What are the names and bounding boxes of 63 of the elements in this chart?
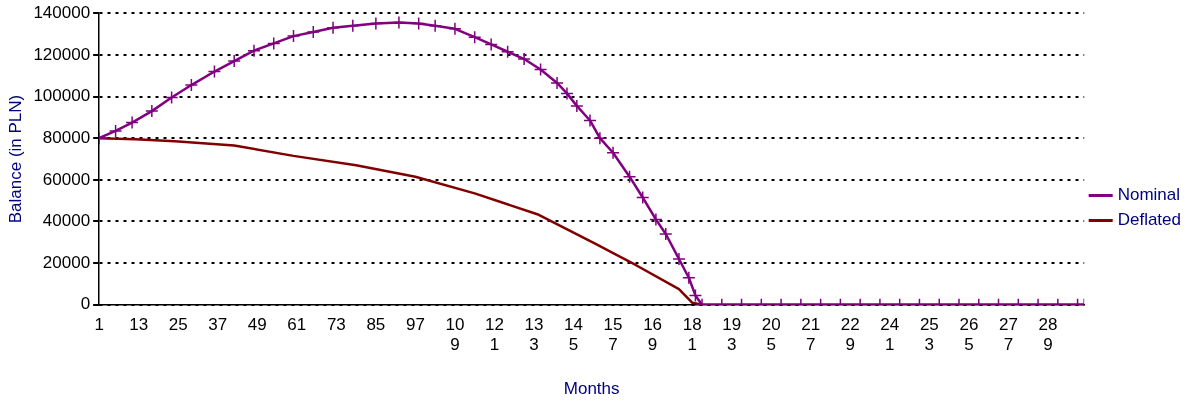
x-tick-label: 25 <box>168 314 188 334</box>
point <box>550 76 564 90</box>
legend-label: Nominal <box>1117 185 1181 205</box>
x-tick-label: 14 5 <box>564 314 583 355</box>
x-tick-label: 13 3 <box>524 314 544 355</box>
point <box>108 124 123 138</box>
y-tick-label: 100000 <box>33 86 91 106</box>
legend-label: Deflated <box>1117 210 1182 230</box>
point <box>606 146 620 160</box>
point <box>570 99 584 113</box>
x-tick-label: 19 3 <box>722 314 742 355</box>
point <box>583 113 597 128</box>
point <box>145 104 159 118</box>
x-tick-label: 28 9 <box>1038 314 1058 355</box>
point <box>227 54 241 68</box>
x-tick-label: 26 5 <box>959 314 979 355</box>
x-tick-label: 21 7 <box>801 314 821 355</box>
x-tick-label: 12 1 <box>485 314 504 355</box>
point <box>467 30 482 44</box>
x-tick-label: 15 7 <box>603 314 623 355</box>
y-tick-label: 0 <box>80 294 91 314</box>
y-tick-label: 40000 <box>42 211 91 231</box>
x-tick-label: 22 9 <box>840 314 860 355</box>
point <box>517 52 531 66</box>
point <box>411 16 426 31</box>
point <box>484 37 498 52</box>
point <box>125 115 139 130</box>
point <box>622 169 637 184</box>
x-tick-label: 20 5 <box>761 314 781 355</box>
x-tick-label: 18 1 <box>682 314 702 355</box>
point <box>164 90 179 105</box>
x-tick-label: 24 1 <box>880 314 900 355</box>
x-tick-label: 97 <box>405 314 425 334</box>
x-tick-label: 1 <box>94 314 104 334</box>
point <box>635 190 650 205</box>
point <box>533 62 548 77</box>
x-tick-label: 25 3 <box>919 314 939 355</box>
x-tick-label: 10 9 <box>445 314 465 355</box>
x-axis-title: Months <box>563 379 620 399</box>
x-tick-label: 49 <box>247 314 267 334</box>
x-tick-label: 85 <box>366 314 386 334</box>
x-tick-label: 13 <box>129 314 149 334</box>
point <box>184 78 199 92</box>
point <box>286 29 301 43</box>
y-tick-label: 80000 <box>42 127 91 147</box>
x-tick-label: 16 9 <box>643 314 663 355</box>
point <box>500 44 515 59</box>
x-tick-label: 73 <box>326 314 346 334</box>
y-tick-label: 20000 <box>42 252 91 272</box>
point <box>266 36 281 51</box>
point <box>448 22 462 36</box>
point <box>369 16 383 31</box>
point <box>560 86 574 101</box>
point <box>247 43 261 58</box>
x-tick-label: 61 <box>287 314 307 334</box>
y-axis-title: Balance (in PLN) <box>5 94 25 224</box>
y-tick-label: 140000 <box>33 2 91 22</box>
x-tick-label: 37 <box>208 314 228 334</box>
point <box>207 64 222 79</box>
y-tick-label: 60000 <box>42 169 91 189</box>
y-tick-label: 120000 <box>33 44 91 64</box>
x-tick-label: 27 7 <box>998 314 1018 355</box>
point <box>593 131 607 145</box>
